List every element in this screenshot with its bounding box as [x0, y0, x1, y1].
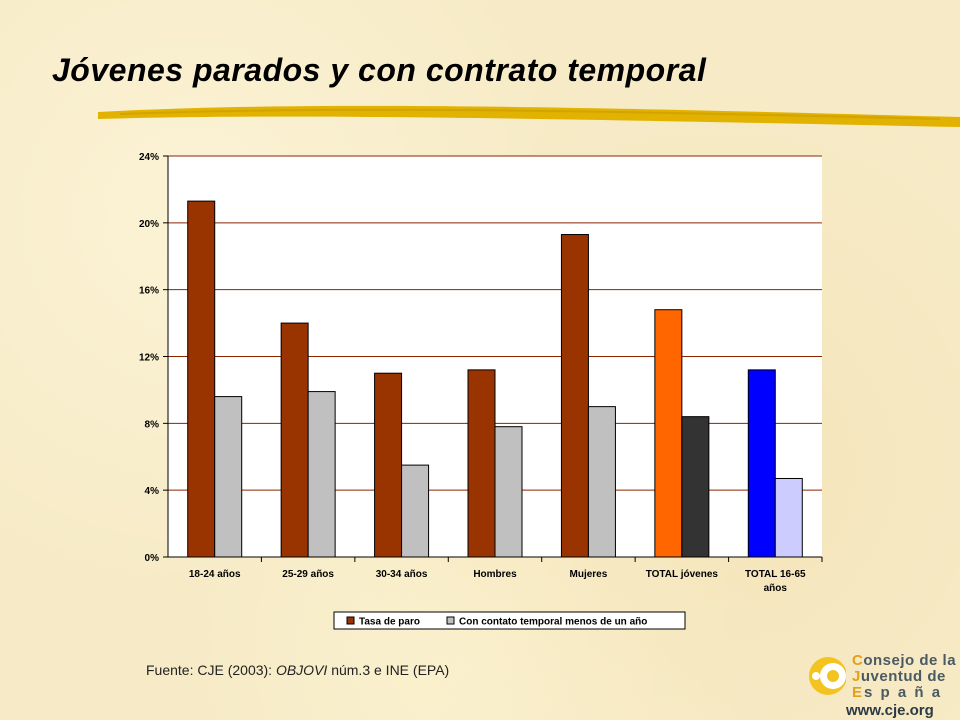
bar-contrato-temporal	[587, 406, 616, 558]
bar-tasa-de-paro	[747, 369, 776, 558]
legend	[333, 611, 686, 630]
cje-logo[interactable]: Consejo de la Juventud de Es p a ñ a www…	[806, 650, 960, 720]
logo-line-3: Es p a ñ a	[852, 684, 943, 701]
y-tick-label: 0%	[145, 553, 160, 564]
legend-swatch-contrato-temporal	[446, 616, 455, 625]
logo-line-1: Consejo de la	[852, 652, 957, 669]
source-prefix: Fuente: CJE (2003):	[146, 662, 276, 678]
bar-tasa-de-paro	[654, 309, 683, 558]
x-tick-label: años	[764, 583, 788, 594]
legend-label-tasa-de-paro: Tasa de paro	[359, 617, 420, 628]
legend-label-contrato-temporal: Con contato temporal menos de un año	[459, 617, 647, 628]
logo-line-2: Juventud de	[852, 668, 946, 685]
y-tick-label: 8%	[145, 419, 160, 430]
y-tick-label: 20%	[139, 219, 159, 230]
bar-tasa-de-paro	[467, 369, 496, 558]
title-underline-brush	[98, 105, 960, 127]
page-title: Jóvenes parados y con contrato temporal	[52, 52, 707, 88]
x-tick-label: Mujeres	[570, 569, 608, 580]
legend-swatch-tasa-de-paro	[346, 616, 355, 625]
y-tick-label: 16%	[139, 286, 159, 297]
source-note: Fuente: CJE (2003): OBJOVI núm.3 e INE (…	[146, 662, 449, 678]
bar-tasa-de-paro	[187, 200, 216, 558]
bar-contrato-temporal	[307, 391, 336, 558]
x-tick-label: TOTAL jóvenes	[646, 569, 719, 580]
bar-tasa-de-paro	[374, 372, 403, 558]
bar-contrato-temporal	[494, 426, 523, 558]
bar-contrato-temporal	[681, 416, 710, 558]
bar-chart: 0% 4% 8% 12% 16% 20% 24% 18-24 años 25-29 años 30…	[139, 152, 823, 630]
x-tick-label: Hombres	[473, 569, 517, 580]
x-tick-label: TOTAL 16-65	[745, 569, 806, 580]
y-tick-label: 4%	[145, 486, 160, 497]
bar-tasa-de-paro	[280, 322, 309, 558]
y-tick-label: 12%	[139, 353, 159, 364]
source-suffix: núm.3 e INE (EPA)	[327, 662, 450, 678]
bar-contrato-temporal	[214, 396, 243, 558]
cje-emblem-icon	[809, 657, 846, 695]
bar-contrato-temporal	[401, 464, 430, 558]
x-tick-label: 25-29 años	[282, 569, 334, 580]
x-tick-label: 30-34 años	[376, 569, 428, 580]
logo-url-link[interactable]: www.cje.org	[846, 702, 934, 719]
source-publication: OBJOVI	[275, 662, 328, 678]
bar-contrato-temporal	[774, 477, 803, 558]
bar-tasa-de-paro	[560, 234, 589, 558]
y-tick-label: 24%	[139, 152, 159, 163]
x-tick-label: 18-24 años	[189, 569, 241, 580]
